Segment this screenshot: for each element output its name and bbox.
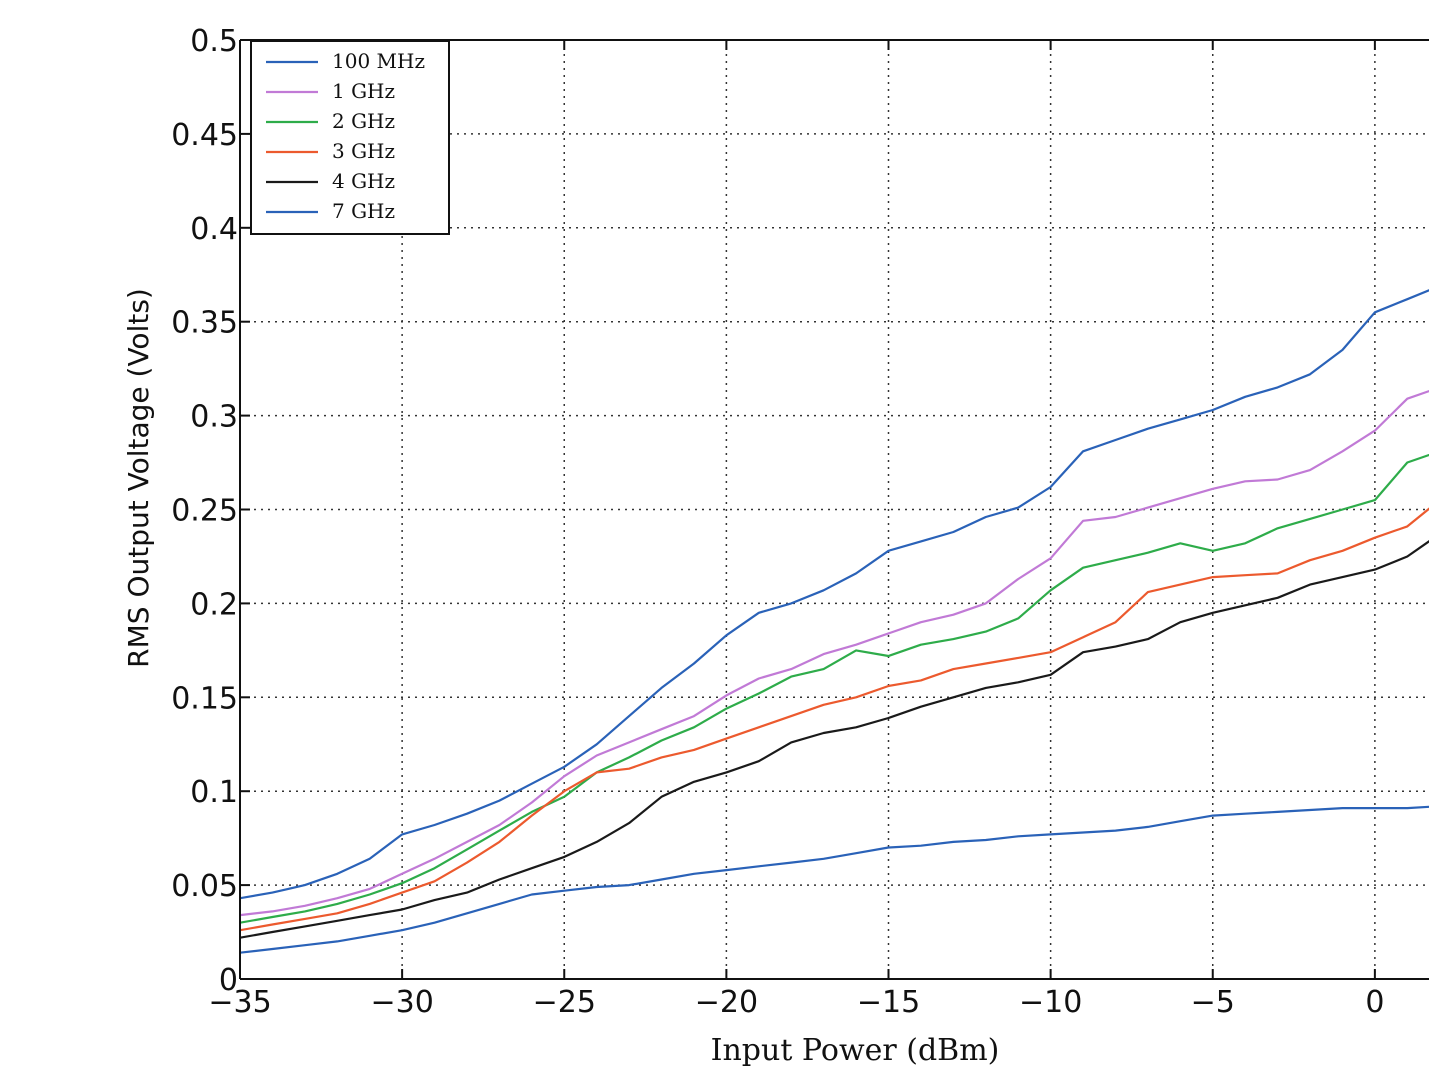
legend-label: 100 MHz (332, 49, 425, 73)
x-tick-label: −30 (370, 985, 433, 1020)
x-tick-label: −5 (1191, 985, 1235, 1020)
series-line (240, 507, 1429, 932)
legend-label: 4 GHz (332, 169, 395, 193)
y-tick-label: 0 (219, 963, 238, 998)
x-tick-label: −10 (1019, 985, 1082, 1020)
y-tick-label: 0.5 (190, 24, 238, 59)
tick-labels: −35−30−25−20−15−10−50500.050.10.150.20.2… (171, 24, 1384, 1020)
series-line (240, 289, 1429, 900)
series-line (240, 805, 1429, 954)
legend-label: 1 GHz (332, 79, 395, 103)
y-tick-label: 0.05 (171, 869, 238, 904)
x-tick-label: −25 (533, 985, 596, 1020)
x-tick-label: −20 (695, 985, 758, 1020)
y-tick-label: 0.1 (190, 775, 238, 810)
series-line (240, 389, 1429, 917)
series-group (240, 289, 1429, 954)
y-axis-label: RMS Output Voltage (Volts) (122, 288, 155, 668)
y-tick-label: 0.3 (190, 400, 238, 435)
y-tick-label: 0.35 (171, 306, 238, 341)
legend-box (250, 40, 450, 235)
x-tick-label: 0 (1365, 985, 1384, 1020)
x-axis-label: Input Power (dBm) (711, 1033, 1000, 1068)
y-tick-label: 0.45 (171, 118, 238, 153)
series-line (240, 453, 1429, 924)
y-tick-label: 0.15 (171, 681, 238, 716)
y-tick-label: 0.25 (171, 494, 238, 529)
x-tick-label: −35 (208, 985, 271, 1020)
axes (239, 39, 1429, 980)
legend-label: 2 GHz (332, 109, 395, 133)
y-tick-label: 0.2 (190, 587, 238, 622)
y-tick-label: 0.4 (190, 212, 238, 247)
legend-label: 7 GHz (332, 199, 395, 223)
legend: 100 MHz 1 GHz 2 GHz 3 GHz 4 GHz 7 GHz (250, 40, 450, 235)
grid (240, 40, 1429, 979)
legend-label: 3 GHz (332, 139, 395, 163)
series-line (240, 540, 1429, 939)
x-tick-label: −15 (857, 985, 920, 1020)
